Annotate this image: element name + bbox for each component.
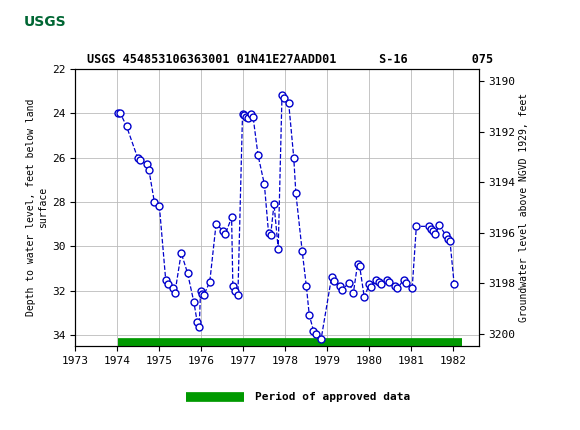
Bar (6, 3, 87, 42)
Y-axis label: Depth to water level, feet below land
surface: Depth to water level, feet below land su… (27, 99, 48, 316)
Text: Period of approved data: Period of approved data (255, 392, 411, 402)
Text: USGS 454853106363001 01N41E27AADD01      S-16         075: USGS 454853106363001 01N41E27AADD01 S-16… (87, 53, 493, 66)
Y-axis label: Groundwater level above NGVD 1929, feet: Groundwater level above NGVD 1929, feet (519, 93, 530, 322)
Text: USGS: USGS (24, 15, 67, 29)
